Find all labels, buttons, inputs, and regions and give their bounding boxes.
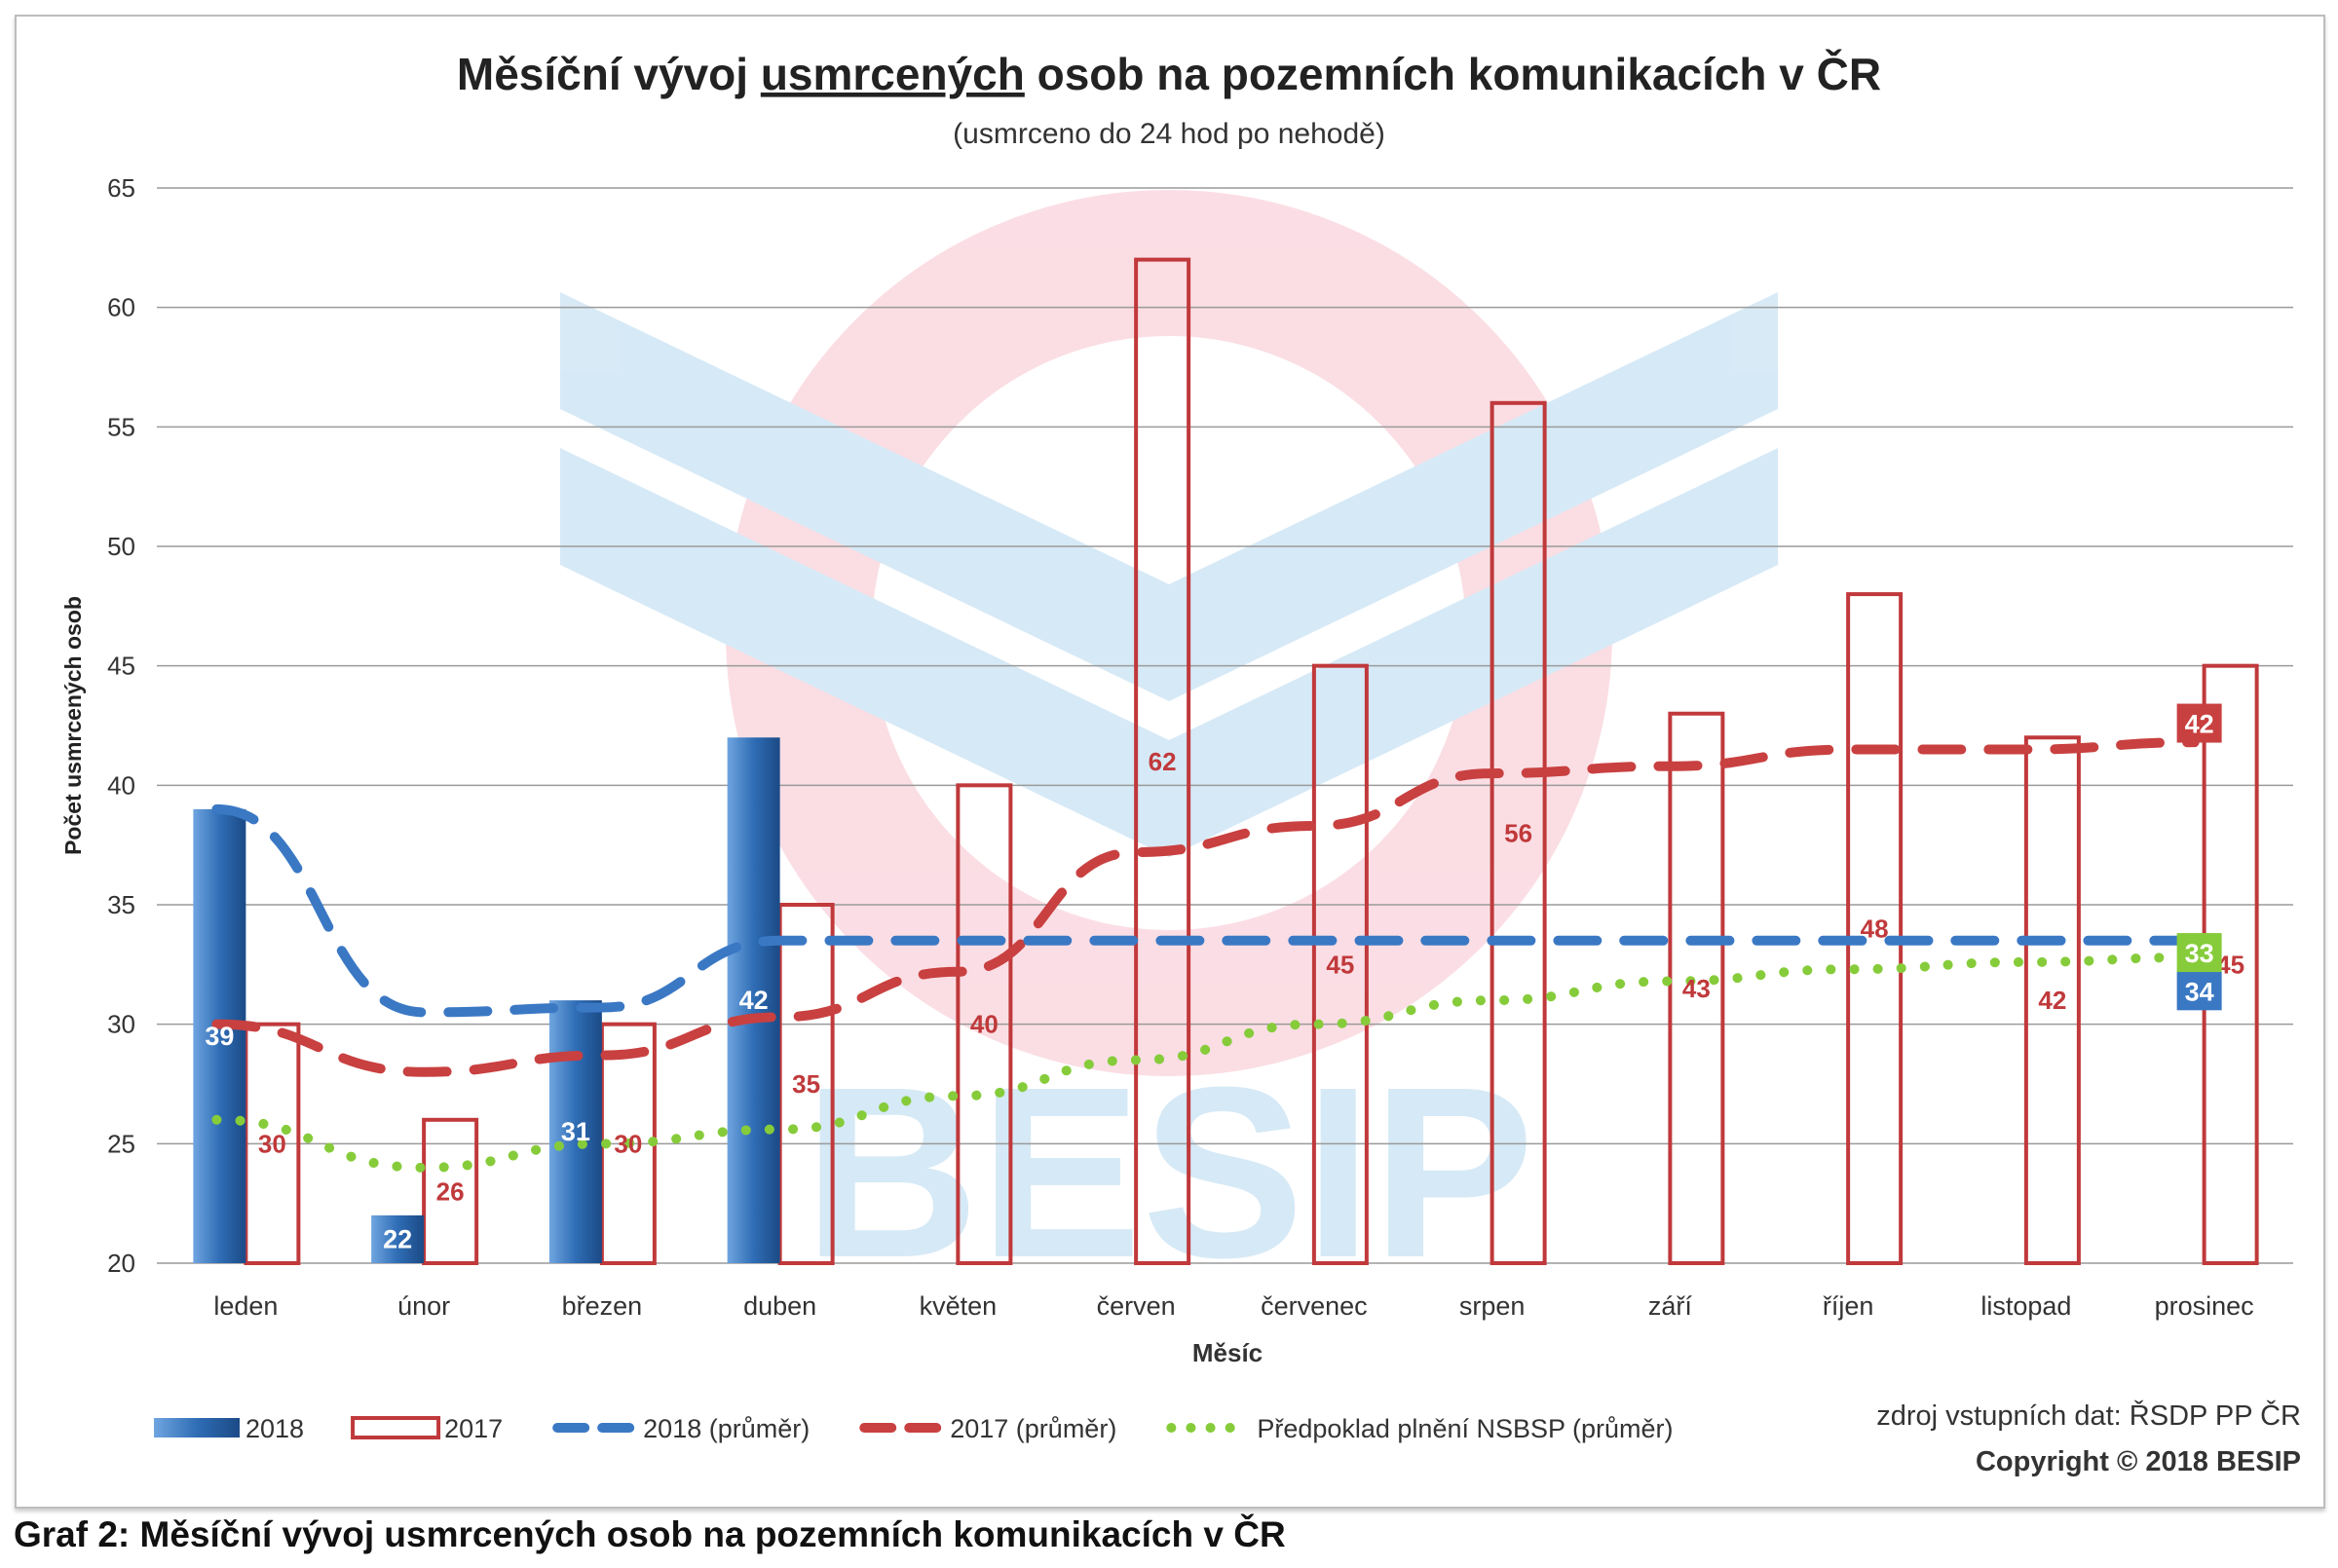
end-label-text: 34: [2185, 977, 2214, 1006]
x-tick-label: květen: [920, 1291, 998, 1321]
bar-2017: [1311, 663, 1369, 1265]
x-tick-label: leden: [213, 1291, 278, 1321]
data-label-2017: 45: [1326, 950, 1354, 979]
data-label-2017: 62: [1149, 747, 1177, 776]
bar-2018: [548, 1000, 602, 1263]
y-tick-label: 35: [107, 890, 135, 919]
legend-label: 2017 (průměr): [950, 1414, 1116, 1443]
y-tick-label: 50: [107, 532, 135, 561]
x-tick-label: duben: [743, 1291, 816, 1321]
data-label-2017: 26: [436, 1176, 465, 1206]
legend-item: 2018 (průměr): [552, 1414, 810, 1443]
data-label-2017: 40: [970, 1010, 999, 1039]
data-label-2017: 30: [614, 1129, 642, 1158]
data-label-2017: 42: [2038, 986, 2066, 1015]
y-axis-title: Počet usmrcených osob: [60, 596, 86, 855]
data-label-2018: 22: [383, 1224, 412, 1253]
bar-2017: [1846, 592, 1904, 1265]
end-label-box: [2176, 703, 2222, 743]
x-tick-label: říjen: [1823, 1291, 1874, 1321]
end-label-3: 42: [2176, 703, 2222, 743]
chart-subtitle: (usmrceno do 24 hod po nehodě): [953, 118, 1385, 150]
legend-label: 2017: [444, 1414, 503, 1443]
legend-item: 2017 (průměr): [859, 1414, 1116, 1443]
data-label-2017: 56: [1504, 818, 1532, 847]
copyright-text: Copyright © 2018 BESIP: [1976, 1446, 2301, 1477]
bar-2018: [371, 1214, 425, 1263]
y-tick-label: 25: [107, 1129, 135, 1158]
svg-text:BESIP: BESIP: [804, 1036, 1534, 1308]
legend-label: 2018: [245, 1414, 304, 1443]
y-tick-label: 40: [107, 770, 135, 800]
x-tick-label: listopad: [1980, 1291, 2071, 1321]
legend-label: Předpoklad plnění NSBSP (průměr): [1257, 1414, 1673, 1443]
x-tick-label: březen: [562, 1291, 643, 1321]
source-text: zdroj vstupních dat: ŘSDP PP ČR: [1876, 1399, 2301, 1432]
data-label-2017: 48: [1861, 915, 1889, 944]
legend: 2018 2017 2018 (průměr) 2017 (průměr) Předpo…: [154, 1414, 1674, 1443]
y-tick-label: 55: [107, 412, 135, 441]
bar-2018: [727, 737, 780, 1263]
data-label-2017: 35: [792, 1069, 820, 1099]
data-label-2018: 42: [739, 986, 769, 1015]
bar-2017: [422, 1117, 479, 1266]
figure-caption: Graf 2: Měsíční vývoj usmrcených osob na…: [14, 1514, 1286, 1554]
end-label-4: 33: [2176, 933, 2222, 973]
bar-2017: [956, 783, 1013, 1265]
x-axis-title: Měsíc: [1192, 1338, 1263, 1367]
bar-2017: [2023, 735, 2081, 1265]
end-label-text: 42: [2185, 710, 2214, 739]
line-2017-pr-m-r-: [211, 737, 2200, 1077]
x-tick-label: červen: [1097, 1291, 1176, 1321]
end-label-text: 33: [2185, 939, 2214, 968]
bar-2018: [193, 808, 246, 1263]
line-p-edpoklad-pln-n-nsbsp-pr-m-r-: [211, 952, 2200, 1173]
chart-title: Měsíční vývoj usmrcených osob na pozemní…: [457, 49, 1881, 99]
bar-2017: [1134, 257, 1191, 1266]
y-tick-label: 65: [107, 173, 135, 203]
data-label-2017: 43: [1682, 974, 1711, 1003]
legend-swatch-2017: [351, 1416, 441, 1439]
bar-2017: [1668, 711, 1725, 1265]
bar-2017: [1490, 400, 1547, 1265]
x-tick-label: prosinec: [2155, 1291, 2254, 1321]
data-label-2018: 31: [561, 1117, 590, 1146]
x-tick-label: září: [1648, 1291, 1693, 1321]
y-tick-label: 60: [107, 293, 135, 322]
y-tick-label: 30: [107, 1010, 135, 1039]
legend-swatch-2018: [154, 1418, 240, 1437]
end-label-2: 34: [2176, 971, 2222, 1011]
end-label-box: [2176, 933, 2222, 973]
x-tick-label: srpen: [1459, 1291, 1526, 1321]
legend-label: 2018 (průměr): [643, 1414, 810, 1443]
x-tick-label: červenec: [1261, 1291, 1368, 1321]
data-label-2017: 30: [258, 1129, 286, 1158]
y-tick-label: 20: [107, 1249, 135, 1278]
end-label-box: [2176, 971, 2222, 1011]
line-2018-pr-m-r-: [211, 803, 2200, 1018]
legend-item: 2017: [351, 1414, 503, 1443]
x-tick-label: únor: [397, 1291, 450, 1321]
y-tick-label: 45: [107, 652, 135, 681]
legend-item: 2018: [154, 1414, 304, 1443]
data-label-2018: 39: [205, 1022, 234, 1051]
legend-item: Předpoklad plnění NSBSP (průměr): [1166, 1414, 1674, 1443]
